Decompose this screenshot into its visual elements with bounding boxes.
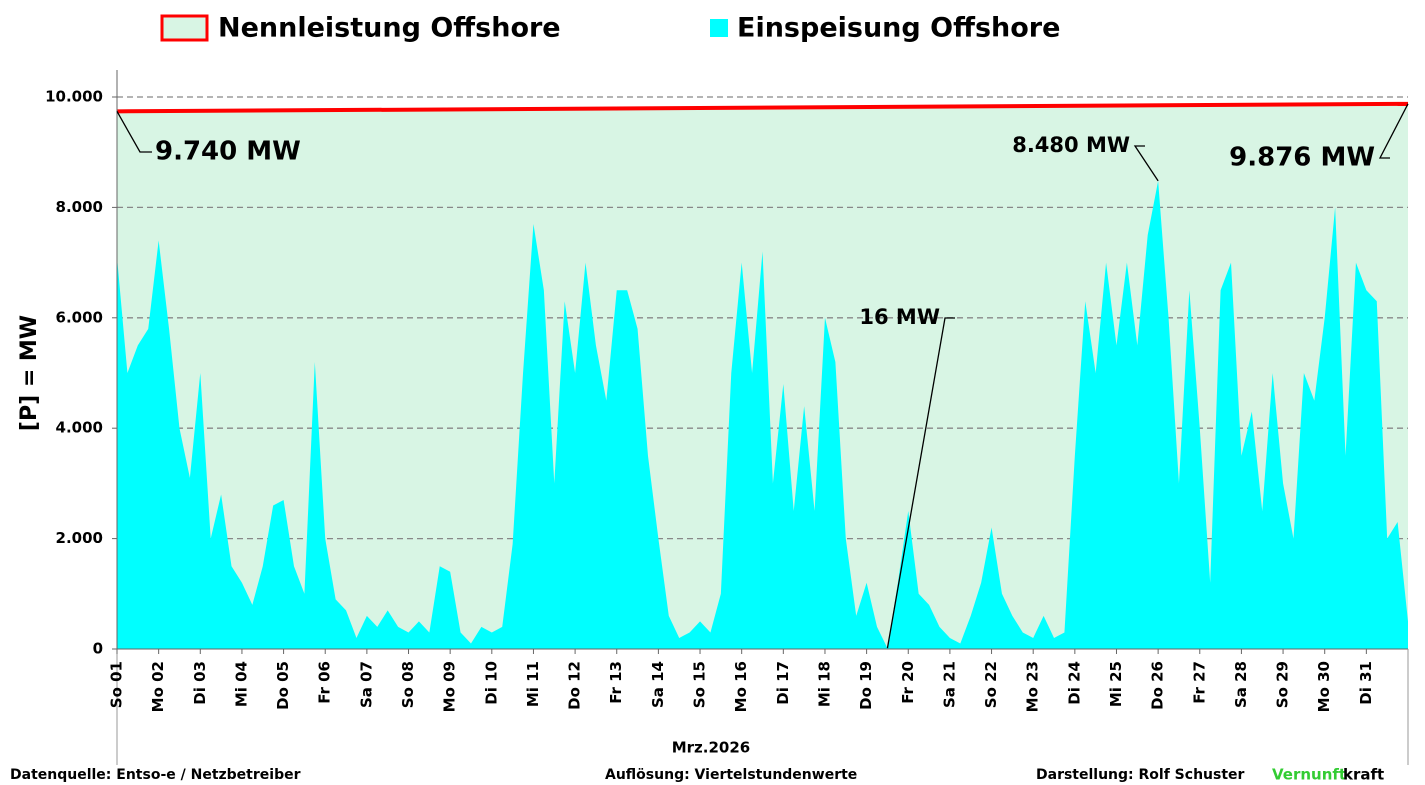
y-tick-label: 2.000	[56, 529, 103, 547]
legend-swatch	[160, 14, 209, 42]
footer-brand: kraft	[1343, 766, 1384, 784]
x-tick-label: Mo 09	[441, 661, 459, 712]
x-tick-label: Fr 27	[1190, 661, 1208, 704]
annotation: 9.740 MW	[155, 137, 301, 167]
x-tick-label: Sa 07	[357, 661, 375, 708]
x-tick-label: Mo 16	[732, 661, 750, 712]
x-tick-label: Do 26	[1149, 661, 1167, 710]
capacity-line	[116, 101, 1409, 114]
annotation-leader	[1133, 145, 1159, 182]
x-tick-label: Di 03	[191, 661, 209, 705]
x-tick-label: Mo 30	[1315, 661, 1333, 712]
legend-swatch	[710, 19, 728, 37]
y-tick-label: 4.000	[56, 419, 103, 437]
y-tick-label: 8.000	[56, 198, 103, 216]
x-tick-label: So 29	[1274, 661, 1292, 708]
x-tick-label: Mi 04	[232, 661, 250, 707]
legend-label: Einspeisung Offshore	[737, 13, 1060, 44]
x-tick-label: Di 24	[1065, 661, 1083, 705]
x-tick-label: So 08	[399, 661, 417, 708]
annotation: 9.876 MW	[1229, 143, 1375, 173]
x-tick-label: Do 12	[566, 661, 584, 710]
annotation-leader	[1378, 103, 1409, 159]
x-tick-label: Do 19	[857, 661, 875, 710]
footer-source: Datenquelle: Entso-e / Netzbetreiber	[10, 767, 301, 783]
x-tick-label: Mo 02	[149, 661, 167, 712]
y-tick-label: 10.000	[45, 88, 103, 106]
legend-label: Nennleistung Offshore	[218, 13, 561, 44]
footer-brand-green: Vernunft	[1272, 766, 1346, 784]
annotation-leader	[886, 317, 955, 649]
footer-author: Darstellung: Rolf Schuster	[1036, 767, 1245, 783]
x-axis-label: Mrz.2026	[672, 739, 751, 757]
annotation-leader	[116, 111, 152, 153]
x-tick-label: Fr 13	[607, 661, 625, 704]
y-tick-label: 6.000	[56, 308, 103, 326]
x-tick-label: Mi 18	[815, 661, 833, 707]
x-tick-label: Di 17	[774, 661, 792, 705]
x-tick-label: Di 31	[1357, 661, 1375, 705]
infeed-area	[117, 180, 1408, 650]
x-tick-label: Sa 28	[1232, 661, 1250, 708]
x-tick-label: So 22	[982, 661, 1000, 708]
x-tick-label: Mi 11	[524, 661, 542, 707]
x-tick-label: So 15	[691, 661, 709, 708]
x-tick-label: Do 05	[274, 661, 292, 710]
x-tick-label: Mo 23	[1024, 661, 1042, 712]
y-axis-label: [P] = MW	[17, 315, 42, 431]
y-tick-label: 0	[93, 640, 103, 658]
x-tick-label: Di 10	[482, 661, 500, 705]
x-tick-label: So 01	[108, 661, 126, 708]
x-tick-label: Fr 06	[316, 661, 334, 704]
x-tick-label: Sa 21	[940, 661, 958, 708]
x-tick-label: Fr 20	[899, 661, 917, 704]
annotation: 8.480 MW	[1012, 133, 1130, 157]
annotation: 16 MW	[859, 305, 940, 329]
x-tick-label: Mi 25	[1107, 661, 1125, 707]
x-tick-label: Sa 14	[649, 661, 667, 708]
footer-resolution: Auflösung: Viertelstundenwerte	[605, 767, 857, 783]
